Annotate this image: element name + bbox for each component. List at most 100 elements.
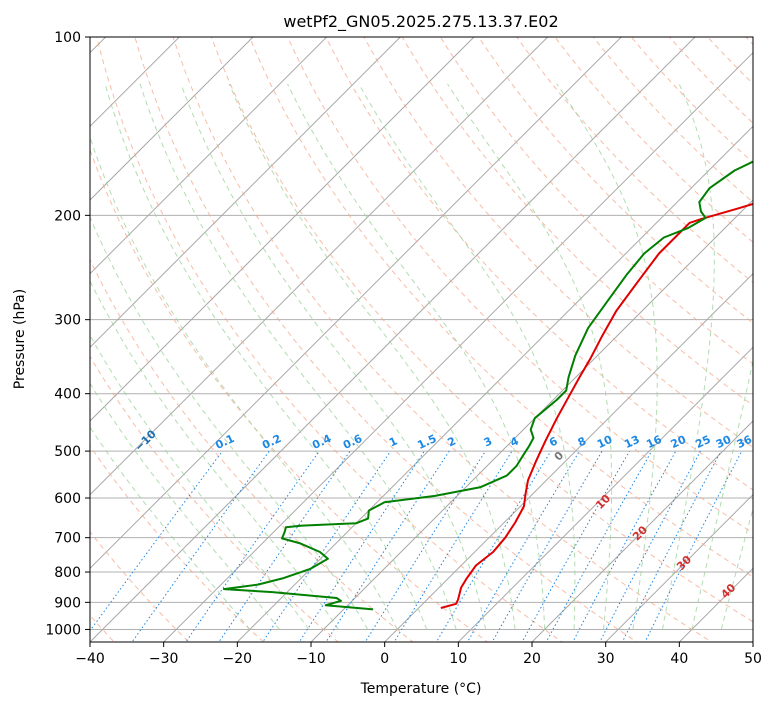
moist-adiabat-line: [556, 83, 658, 630]
y-axis-label: Pressure (hPa): [12, 289, 28, 389]
y-tick-label: 500: [54, 444, 81, 460]
moist-adiabat-line: [720, 506, 753, 630]
moist-adiabat-line: [180, 83, 487, 630]
mixing-ratio-label: 6: [547, 434, 560, 449]
isotherm-line: [90, 37, 254, 201]
mixing-ratio-line: [644, 450, 743, 642]
mixing-ratio-label: 25: [693, 433, 712, 451]
dry-adiabat-line: [134, 37, 638, 642]
mixing-ratio-label: 10: [595, 433, 615, 451]
mixing-ratio-label: 20: [669, 433, 689, 451]
dry-adiabat-line: [401, 37, 753, 406]
moist-adiabat-line: [90, 334, 310, 630]
x-tick-label: −30: [149, 651, 179, 667]
mixing-ratio-label: 0.2: [260, 432, 283, 452]
isotherm-line: [383, 272, 753, 642]
dry-adiabat-line: [478, 37, 753, 324]
y-tick-label: 400: [54, 387, 81, 403]
x-tick-label: 50: [744, 651, 762, 667]
moist-adiabat-label: 40: [718, 581, 738, 601]
mixing-ratio-line: [298, 450, 425, 642]
mixing-ratio-label: 0.4: [310, 432, 333, 452]
moist-adiabat-line: [90, 279, 339, 630]
x-tick-label: −40: [75, 651, 105, 667]
moist-adiabat-line: [358, 83, 576, 630]
isotherm-line: [310, 199, 753, 642]
moist-adiabat-line: [287, 83, 546, 630]
temperature-profile-line: [440, 202, 753, 609]
moist-adiabat-line: [90, 426, 251, 630]
y-tick-label: 700: [54, 531, 81, 547]
dewpoint-profile-line: [222, 160, 753, 611]
mixing-ratio-line: [599, 450, 701, 642]
dry-adiabat-line: [707, 37, 753, 85]
dry-adiabat-label: −10: [132, 427, 159, 454]
mixing-ratio-line: [262, 450, 392, 642]
dry-adiabat-line: [745, 37, 753, 46]
dry-adiabat-line: [90, 258, 414, 642]
chart-title: wetPf2_GN05.2025.275.13.37.E02: [283, 12, 558, 32]
mixing-ratio-line: [491, 450, 603, 642]
isotherm-line: [162, 51, 753, 642]
mixing-ratio-line: [621, 450, 722, 642]
dry-adiabat-line: [363, 37, 753, 448]
dry-adiabat-line: [758, 10, 775, 654]
dry-adiabat-line: [90, 445, 265, 642]
x-tick-label: 0: [380, 651, 389, 667]
y-tick-label: 200: [54, 208, 81, 224]
mixing-ratio-label: 4: [508, 434, 521, 449]
x-axis-label: Temperature (°C): [360, 681, 482, 697]
x-tick-label: −20: [223, 651, 253, 667]
plot-frame: [89, 36, 754, 643]
mixing-ratio-label: 36: [735, 433, 755, 451]
moist-adiabat-line: [691, 358, 753, 630]
dry-adiabat-line: [439, 37, 753, 365]
isotherm-line: [90, 37, 549, 496]
moist-adiabat-line: [90, 135, 398, 630]
mixing-ratio-line: [90, 450, 223, 632]
isotherm-line: [90, 37, 181, 128]
mixing-ratio-line: [572, 450, 677, 642]
dry-adiabat-line: [210, 37, 753, 623]
dry-adiabat-line: [592, 37, 753, 203]
mixing-ratio-label: 16: [644, 433, 664, 451]
x-tick-label: 20: [523, 651, 541, 667]
mixing-ratio-line: [545, 450, 653, 642]
isotherm-line: [90, 37, 475, 422]
mixing-ratio-line: [466, 450, 580, 642]
dry-adiabat-line: [96, 37, 564, 642]
axes: −40 −30 −20 −10 0 10 20 30 40 5010020030040050060…: [45, 30, 762, 667]
moist-adiabat-line: [90, 382, 280, 630]
dry-adiabat-line: [516, 37, 753, 284]
mixing-ratio-label: 30: [714, 433, 734, 451]
y-tick-label: 100: [54, 30, 81, 46]
dry-adiabat-line: [248, 37, 753, 578]
mixing-ratio-label: 0.6: [341, 432, 364, 452]
mixing-ratio-line: [131, 450, 270, 642]
isotherm-line: [752, 641, 753, 642]
dry-adiabat-line: [172, 37, 713, 642]
moist-adiabat-line: [139, 83, 457, 630]
plot-area: 0.10.20.40.611.52346810131620253036−100−…: [0, 10, 775, 654]
isotherm-line: [90, 37, 623, 570]
isotherm-line: [90, 37, 402, 349]
x-tick-label: 40: [670, 651, 688, 667]
x-tick-label: −10: [296, 651, 326, 667]
dry-adiabat-line: [90, 148, 489, 642]
isotherm-line: [90, 37, 328, 275]
moist-adiabat-line: [447, 83, 613, 630]
isotherm-line: [457, 346, 753, 642]
moist-adiabat-line: [90, 215, 369, 630]
y-tick-label: 300: [54, 313, 81, 329]
isotherm-line: [0, 10, 59, 654]
mixing-ratio-line: [218, 450, 351, 642]
mixing-ratio-line: [393, 450, 513, 642]
y-tick-label: 600: [54, 491, 81, 507]
y-tick-label: 900: [54, 595, 81, 611]
moist-adiabat-line: [228, 83, 516, 630]
y-tick-label: 1000: [45, 622, 81, 638]
mixing-ratio-line: [185, 450, 320, 642]
mixing-ratio-label: 1.5: [415, 432, 438, 452]
mixing-ratio-label: 13: [622, 433, 641, 451]
moist-adiabat-line: [104, 83, 428, 630]
